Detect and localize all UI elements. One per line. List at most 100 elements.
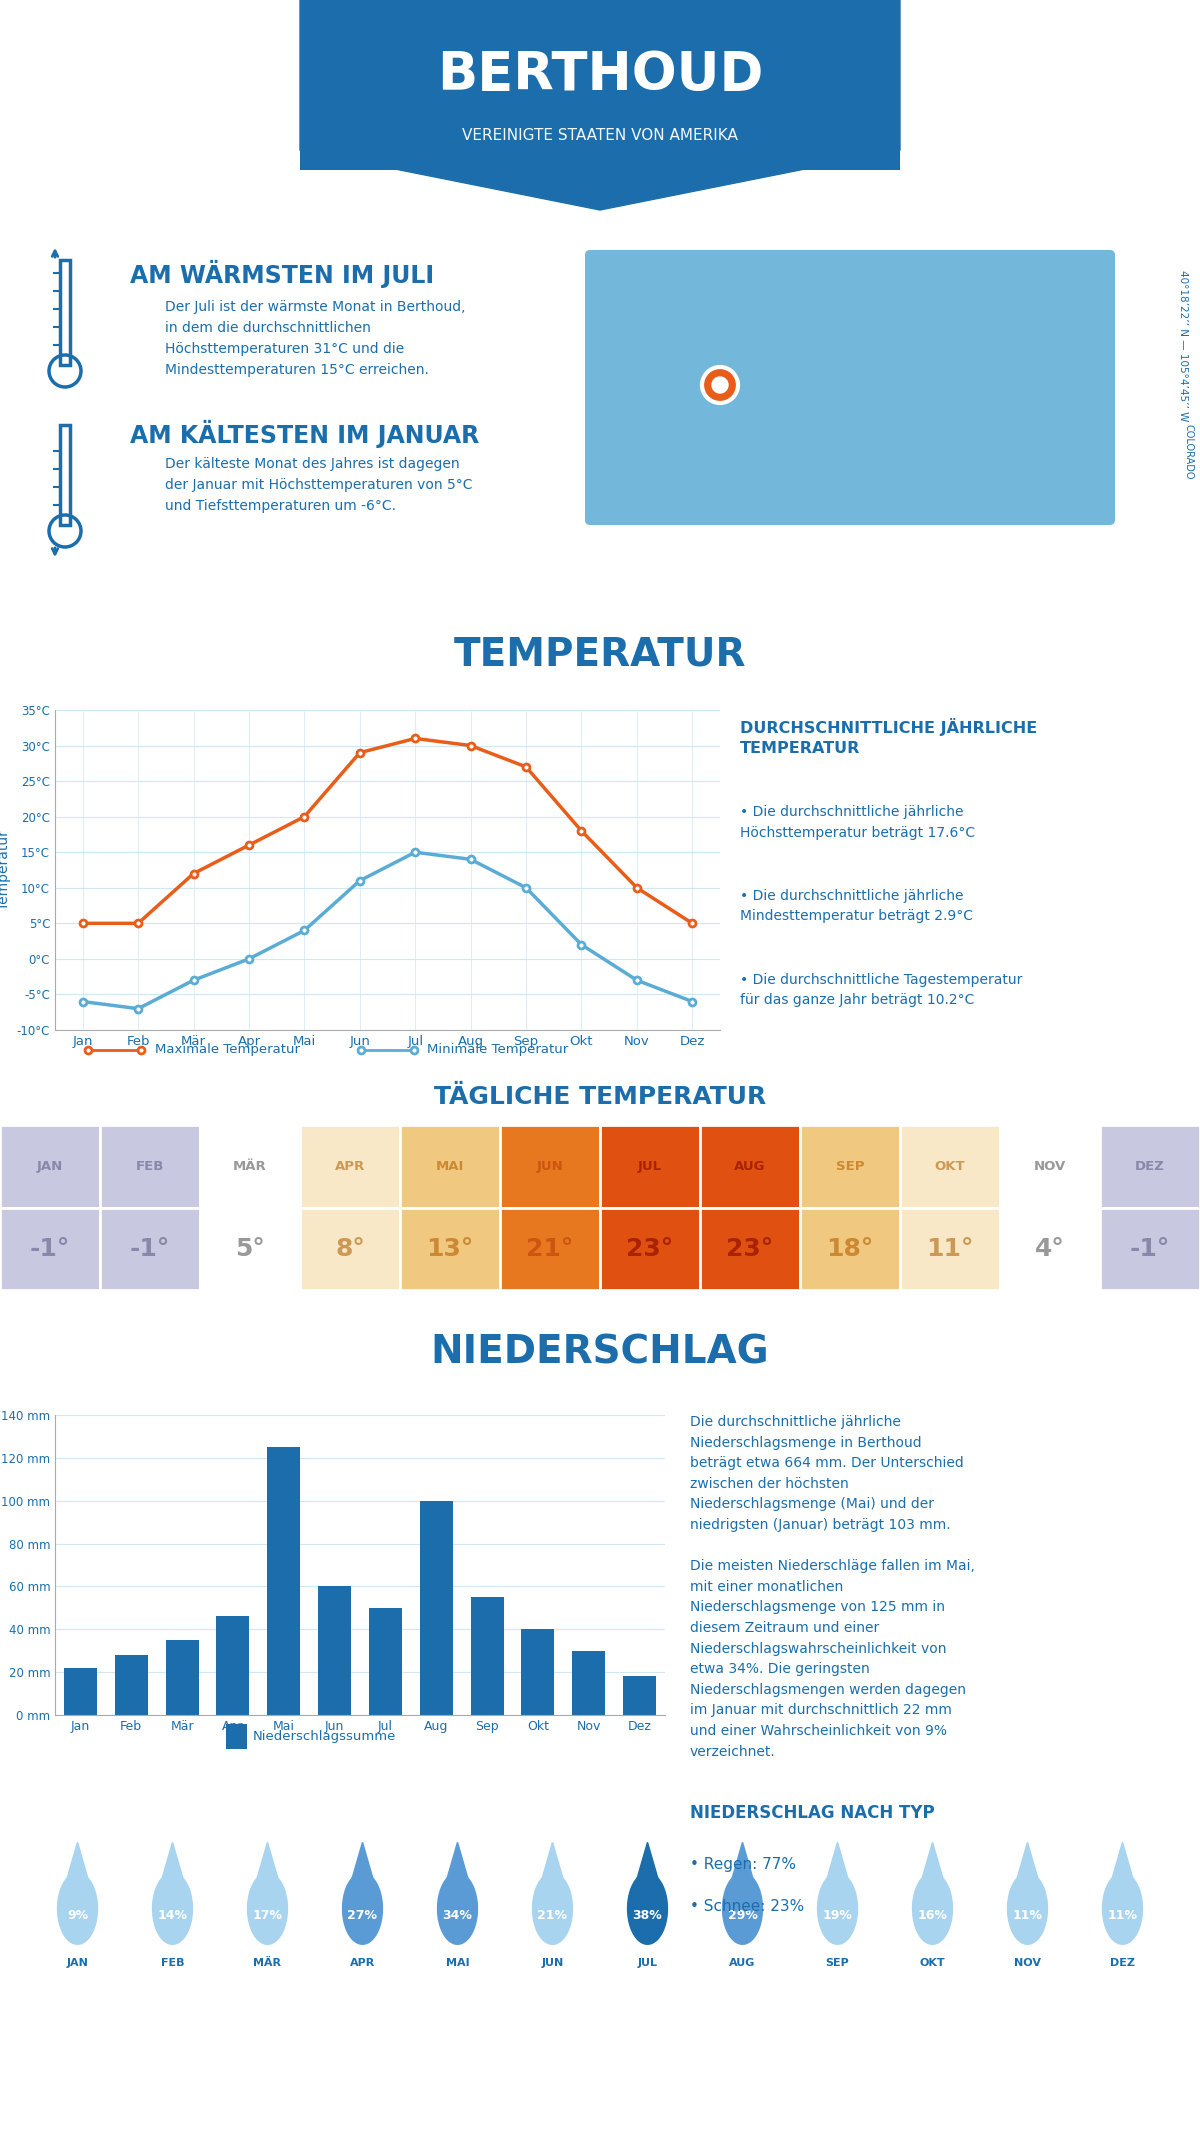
Bar — [0, 1126, 100, 1207]
Text: METEOATLAS.DE: METEOATLAS.DE — [946, 2095, 1152, 2114]
Bar — [300, 1207, 400, 1290]
Polygon shape — [1103, 1872, 1142, 1945]
Bar — [100, 1126, 200, 1207]
Bar — [216, 1616, 250, 1714]
Text: 14%: 14% — [157, 1909, 187, 1922]
Circle shape — [702, 366, 738, 402]
Polygon shape — [253, 1843, 282, 1892]
Polygon shape — [444, 1843, 472, 1892]
Text: -1°: -1° — [30, 1237, 70, 1260]
Text: NIEDERSCHLAGSWAHRSCHEINLICHKEIT: NIEDERSCHLAGSWAHRSCHEINLICHKEIT — [401, 1780, 799, 1800]
Bar — [400, 1126, 500, 1207]
Polygon shape — [722, 1872, 762, 1945]
Polygon shape — [152, 1872, 192, 1945]
Bar — [166, 1639, 199, 1714]
Polygon shape — [817, 1872, 858, 1945]
Bar — [1100, 1126, 1200, 1207]
Text: 40°18’22’’ N — 105°4’45’’ W: 40°18’22’’ N — 105°4’45’’ W — [1178, 270, 1188, 422]
Text: • Die durchschnittliche jährliche
Höchsttemperatur beträgt 17.6°C: • Die durchschnittliche jährliche Höchst… — [740, 805, 976, 839]
Polygon shape — [533, 1872, 572, 1945]
Text: 11°: 11° — [926, 1237, 973, 1260]
Text: -1°: -1° — [1130, 1237, 1170, 1260]
Text: CC BY-ND 4.0: CC BY-ND 4.0 — [216, 2097, 317, 2112]
Text: APR: APR — [335, 1160, 365, 1173]
Text: DURCHSCHNITTLICHE JÄHRLICHE
TEMPERATUR: DURCHSCHNITTLICHE JÄHRLICHE TEMPERATUR — [740, 719, 1037, 755]
Text: 8°: 8° — [335, 1237, 365, 1260]
Polygon shape — [58, 1872, 97, 1945]
Bar — [900, 1126, 1000, 1207]
Polygon shape — [728, 1843, 756, 1892]
Text: DEZ: DEZ — [1110, 1958, 1135, 1969]
Text: Niederschlagssumme: Niederschlagssumme — [253, 1729, 397, 1742]
Polygon shape — [64, 1843, 91, 1892]
Polygon shape — [247, 1872, 288, 1945]
Text: TÄGLICHE TEMPERATUR: TÄGLICHE TEMPERATUR — [434, 1085, 766, 1109]
Polygon shape — [438, 1872, 478, 1945]
Text: NOV: NOV — [1014, 1958, 1042, 1969]
Text: JUN: JUN — [541, 1958, 564, 1969]
Text: FEB: FEB — [161, 1958, 185, 1969]
Polygon shape — [1008, 1872, 1048, 1945]
Text: AUG: AUG — [730, 1958, 756, 1969]
Text: NIEDERSCHLAG: NIEDERSCHLAG — [431, 1333, 769, 1372]
Text: 4°: 4° — [1036, 1237, 1064, 1260]
Bar — [1100, 1207, 1200, 1290]
Text: OKT: OKT — [935, 1160, 965, 1173]
Text: 23°: 23° — [626, 1237, 673, 1260]
Polygon shape — [300, 0, 900, 210]
Bar — [368, 1607, 402, 1714]
Polygon shape — [348, 1843, 377, 1892]
Text: 27%: 27% — [348, 1909, 378, 1922]
Text: cc: cc — [53, 2099, 67, 2112]
Text: Die durchschnittliche jährliche
Niederschlagsmenge in Berthoud
beträgt etwa 664 : Die durchschnittliche jährliche Niedersc… — [690, 1415, 974, 1759]
Text: AM WÄRMSTEN IM JULI: AM WÄRMSTEN IM JULI — [130, 259, 434, 289]
Text: 18°: 18° — [827, 1237, 874, 1260]
Text: 16%: 16% — [918, 1909, 948, 1922]
Text: JAN: JAN — [66, 1958, 89, 1969]
Text: MAI: MAI — [445, 1958, 469, 1969]
Text: MÄR: MÄR — [253, 1958, 282, 1969]
Bar — [300, 0, 900, 169]
Polygon shape — [823, 1843, 852, 1892]
Bar — [400, 1207, 500, 1290]
Bar — [115, 1654, 148, 1714]
Polygon shape — [634, 1843, 661, 1892]
Polygon shape — [912, 1872, 953, 1945]
Bar — [60, 426, 70, 524]
Text: JUL: JUL — [637, 1958, 658, 1969]
Text: COLORADO: COLORADO — [1183, 424, 1193, 479]
Bar — [200, 1126, 300, 1207]
Text: BERTHOUD: BERTHOUD — [437, 49, 763, 101]
Text: AUG: AUG — [734, 1160, 766, 1173]
Bar — [900, 1207, 1000, 1290]
Text: Der kälteste Monat des Jahres ist dagegen
der Januar mit Höchsttemperaturen von : Der kälteste Monat des Jahres ist dagege… — [166, 458, 473, 514]
Bar — [268, 1447, 300, 1714]
Text: DEZ: DEZ — [1135, 1160, 1165, 1173]
Bar — [800, 1126, 900, 1207]
Bar — [200, 1207, 300, 1290]
Text: SEP: SEP — [826, 1958, 850, 1969]
Polygon shape — [342, 1872, 383, 1945]
Text: 11%: 11% — [1108, 1909, 1138, 1922]
Text: VEREINIGTE STAATEN VON AMERIKA: VEREINIGTE STAATEN VON AMERIKA — [462, 128, 738, 143]
Text: FEB: FEB — [136, 1160, 164, 1173]
FancyBboxPatch shape — [586, 250, 1115, 524]
Text: 38%: 38% — [632, 1909, 662, 1922]
Bar — [420, 1500, 452, 1714]
Bar — [572, 1650, 605, 1714]
Polygon shape — [1014, 1843, 1042, 1892]
Text: JUL: JUL — [638, 1160, 662, 1173]
Text: APR: APR — [350, 1958, 376, 1969]
Polygon shape — [1109, 1843, 1136, 1892]
Bar — [800, 1207, 900, 1290]
Text: • Regen: 77%: • Regen: 77% — [690, 1858, 796, 1872]
Bar — [100, 1207, 200, 1290]
Text: Minimale Temperatur: Minimale Temperatur — [427, 1044, 569, 1057]
Text: 21°: 21° — [527, 1237, 574, 1260]
Text: MÄR: MÄR — [233, 1160, 266, 1173]
Text: AM KÄLTESTEN IM JANUAR: AM KÄLTESTEN IM JANUAR — [130, 419, 479, 447]
Text: 21%: 21% — [538, 1909, 568, 1922]
Text: 17%: 17% — [252, 1909, 282, 1922]
Text: • Die durchschnittliche jährliche
Mindesttemperatur beträgt 2.9°C: • Die durchschnittliche jährliche Mindes… — [740, 890, 973, 922]
Text: 34%: 34% — [443, 1909, 473, 1922]
